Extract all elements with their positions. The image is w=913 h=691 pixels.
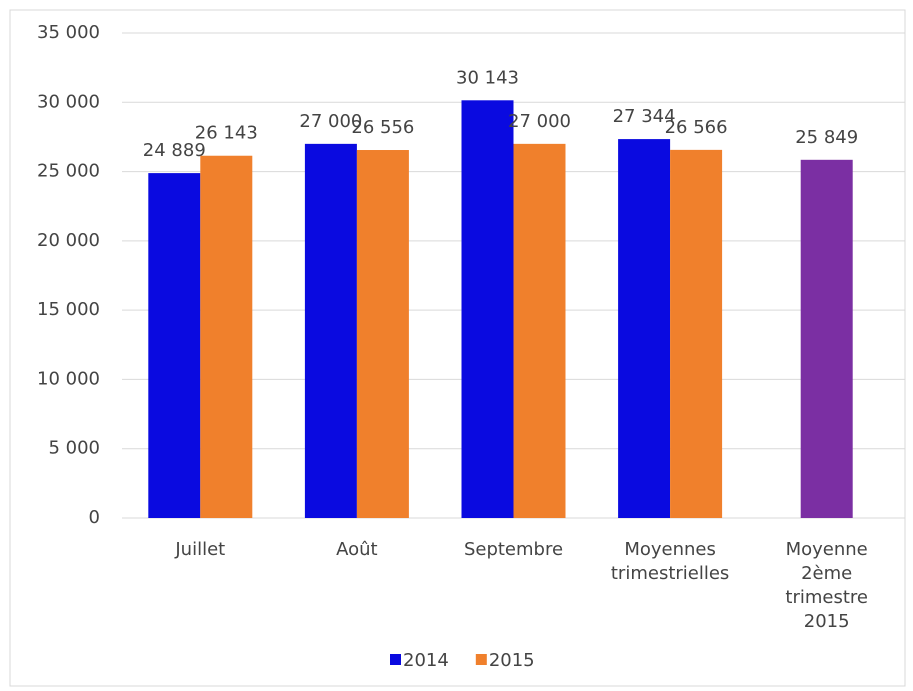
x-tick-label: Moyenne 2ème trimestre 2015 xyxy=(785,539,868,632)
x-tick-label-box: Août xyxy=(279,538,435,562)
bar xyxy=(800,159,853,519)
data-label: 27 000 xyxy=(508,111,571,132)
data-label: 27 000 xyxy=(299,111,362,132)
data-label: 27 344 xyxy=(613,106,676,127)
legend-swatch xyxy=(390,654,401,665)
legend-swatch xyxy=(475,654,487,665)
x-tick-label: Septembre xyxy=(463,539,564,560)
x-tick-label-box: Septembre xyxy=(436,538,592,562)
y-tick-label: 35 000 xyxy=(37,22,100,43)
x-tick-label: Août xyxy=(336,539,378,560)
y-tick-label: 15 000 xyxy=(37,299,100,320)
x-tick-label: Moyennes trimestrielles xyxy=(610,539,730,584)
bar xyxy=(461,100,514,519)
x-tick-label-box: Moyenne 2ème trimestre 2015 xyxy=(749,538,905,634)
y-tick-label: 0 xyxy=(89,507,100,528)
legend-label: 2014 xyxy=(403,650,449,671)
x-tick-label: Juillet xyxy=(175,539,226,560)
data-label: 30 143 xyxy=(456,67,519,88)
legend-label: 2015 xyxy=(489,650,535,671)
x-tick-label-box: Moyennes trimestrielles xyxy=(592,538,748,586)
bar xyxy=(200,155,253,518)
data-label: 25 849 xyxy=(795,127,858,148)
y-tick-label: 30 000 xyxy=(37,91,100,112)
y-tick-label: 10 000 xyxy=(37,368,100,389)
data-label: 24 889 xyxy=(143,140,206,161)
data-label: 26 143 xyxy=(195,123,258,144)
bar xyxy=(304,143,357,518)
chart-border xyxy=(9,9,906,687)
data-label: 26 566 xyxy=(665,117,728,138)
bar xyxy=(356,150,409,519)
bar xyxy=(148,173,201,519)
x-tick-label-box: Juillet xyxy=(122,538,278,562)
bar xyxy=(670,149,723,518)
y-tick-label: 25 000 xyxy=(37,161,100,182)
y-tick-label: 5 000 xyxy=(48,438,100,459)
y-tick-label: 20 000 xyxy=(37,230,100,251)
bar xyxy=(618,139,671,519)
bar xyxy=(513,143,566,518)
data-label: 26 556 xyxy=(351,117,414,138)
